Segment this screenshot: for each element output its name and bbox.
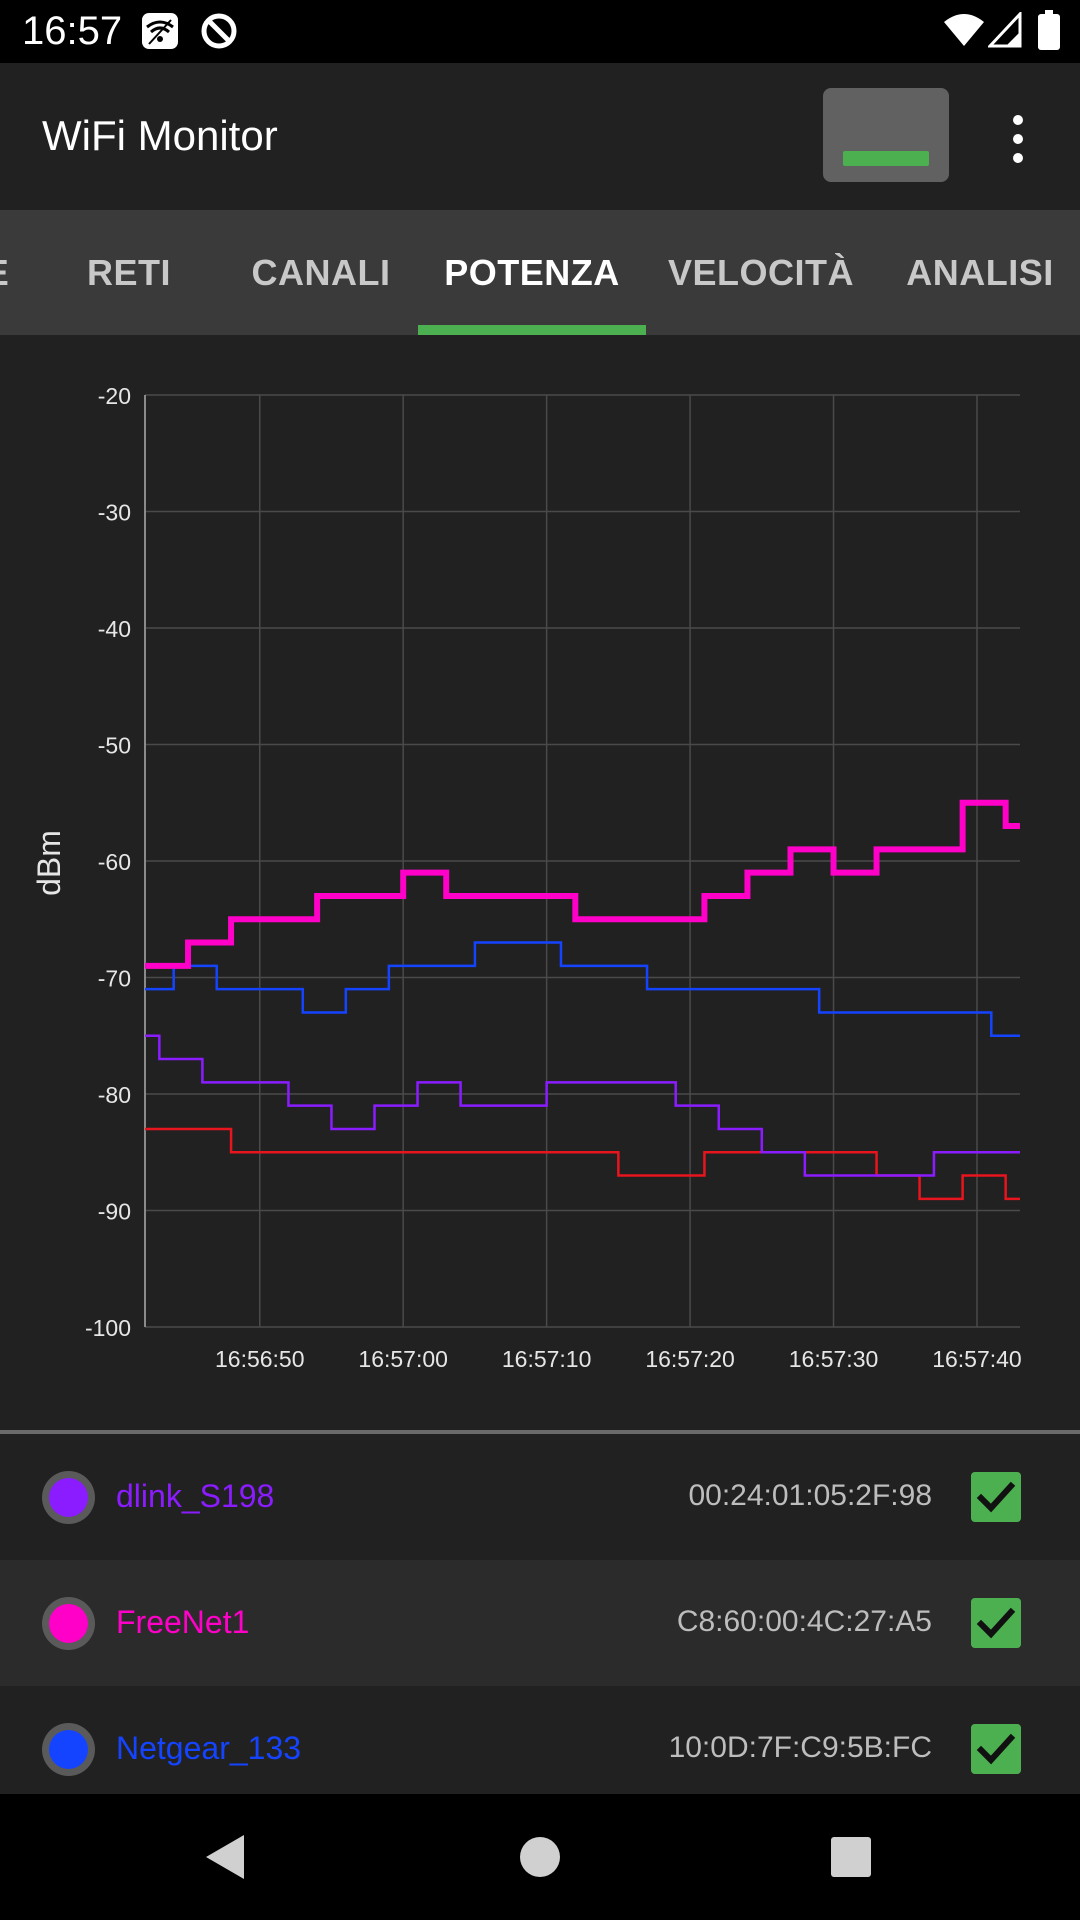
checkbox-checked-icon[interactable]: [971, 1472, 1021, 1522]
x-tick-label: 16:57:40: [932, 1346, 1022, 1372]
list-item[interactable]: FreeNet1 C8:60:00:4C:27:A5: [0, 1560, 1080, 1686]
y-axis-label: dBm: [31, 830, 67, 896]
pause-button[interactable]: [823, 88, 949, 182]
network-ssid: Netgear_133: [116, 1730, 302, 1766]
y-tick-label: -50: [98, 733, 131, 759]
series-line-dlink_s198: [145, 1034, 1020, 1177]
network-color-dot: [42, 1471, 95, 1524]
app-title: WiFi Monitor: [42, 112, 278, 159]
network-color-dot: [42, 1597, 95, 1650]
tab-partial[interactable]: E: [0, 210, 12, 335]
list-item[interactable]: dlink_S198 00:24:01:05:2F:98: [0, 1434, 1080, 1560]
network-color: [49, 1478, 88, 1517]
status-bar: 16:57: [0, 0, 1080, 63]
wifi-settings-icon: [142, 13, 178, 49]
network-list: dlink_S198 00:24:01:05:2F:98 FreeNet1 C8…: [0, 1434, 1080, 1794]
home-icon[interactable]: [510, 1827, 570, 1887]
tab-reti[interactable]: RETI: [86, 251, 171, 293]
tab-velocita[interactable]: VELOCITÀ: [667, 251, 854, 293]
y-tick-label: -20: [98, 383, 131, 409]
app-bar: WiFi Monitor: [0, 63, 1080, 210]
network-ssid: FreeNet1: [116, 1604, 250, 1640]
battery-icon: [1038, 10, 1060, 50]
y-tick-label: -70: [98, 966, 131, 992]
data-saver-icon: [201, 13, 237, 49]
network-color: [49, 1604, 88, 1643]
chart-svg: -20 -30 -40 -50 -60 -70 -80 -90 -100 16:56:50 16:5…: [31, 383, 1022, 1372]
series-line-freenet1: [145, 799, 1020, 969]
tab-canali[interactable]: CANALI: [251, 251, 391, 293]
network-color-dot: [42, 1723, 95, 1776]
y-tick-label: -30: [98, 500, 131, 526]
more-vert-icon[interactable]: [990, 111, 1046, 167]
network-mac: 00:24:01:05:2F:98: [688, 1479, 932, 1512]
checkbox-checked-icon[interactable]: [971, 1724, 1021, 1774]
tab-potenza[interactable]: POTENZA: [444, 251, 620, 293]
tab-indicator: [418, 325, 646, 335]
status-time: 16:57: [22, 9, 123, 53]
cell-signal-icon: [988, 12, 1022, 48]
pause-icon: [843, 151, 929, 166]
back-icon[interactable]: [196, 1827, 256, 1887]
navigation-bar: [0, 1794, 1080, 1920]
network-mac: C8:60:00:4C:27:A5: [676, 1605, 932, 1638]
series-line-red-series: [145, 1127, 1020, 1201]
list-item[interactable]: Netgear_133 10:0D:7F:C9:5B:FC: [0, 1686, 1080, 1794]
x-tick-label: 16:56:50: [215, 1346, 305, 1372]
y-tick-label: -100: [85, 1315, 131, 1341]
y-tick-label: -40: [98, 616, 131, 642]
signal-strength-chart: -20 -30 -40 -50 -60 -70 -80 -90 -100 16:56:50 16:5…: [0, 335, 1080, 1430]
recents-icon[interactable]: [821, 1827, 881, 1887]
network-ssid: dlink_S198: [116, 1478, 275, 1514]
x-tick-label: 16:57:20: [645, 1346, 735, 1372]
wifi-signal-icon: [944, 14, 984, 46]
series-line-netgear_133: [145, 941, 1020, 1037]
tab-analisi[interactable]: ANALISI: [906, 251, 1054, 293]
x-tick-label: 16:57:10: [502, 1346, 592, 1372]
y-tick-label: -80: [98, 1082, 131, 1108]
x-tick-label: 16:57:00: [358, 1346, 448, 1372]
network-mac: 10:0D:7F:C9:5B:FC: [668, 1731, 932, 1764]
x-tick-label: 16:57:30: [789, 1346, 879, 1372]
y-tick-label: -60: [98, 849, 131, 875]
y-tick-label: -90: [98, 1199, 131, 1225]
network-color: [49, 1730, 88, 1769]
tab-bar: E RETI CANALI POTENZA VELOCITÀ ANALISI: [0, 210, 1080, 335]
checkbox-checked-icon[interactable]: [971, 1598, 1021, 1648]
divider: [0, 1430, 1080, 1434]
